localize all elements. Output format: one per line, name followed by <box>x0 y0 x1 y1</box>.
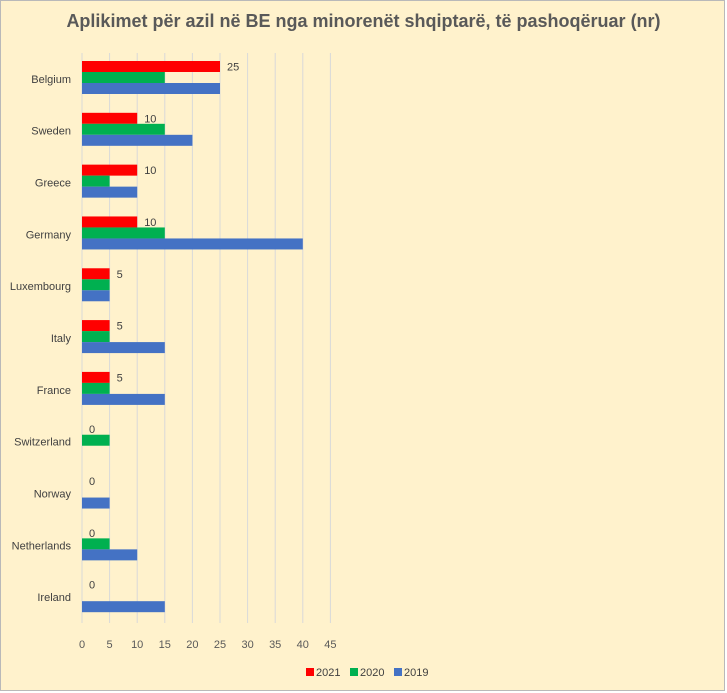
bar-2021 <box>82 371 110 383</box>
bar-2020 <box>82 72 165 83</box>
chart-title: Aplikimet për azil në BE nga minorenët s… <box>66 11 661 31</box>
bar-2019 <box>82 393 165 405</box>
data-label: 5 <box>117 372 123 384</box>
x-tick-label: 0 <box>79 639 85 651</box>
category-label: Greece <box>35 178 71 190</box>
x-tick-label: 15 <box>159 639 171 651</box>
bar-2021 <box>82 216 138 228</box>
data-label: 5 <box>117 269 123 281</box>
bar-2019 <box>82 497 110 509</box>
legend-swatch <box>394 668 402 676</box>
bar-2020 <box>82 227 165 239</box>
category-label: Switzerland <box>14 437 71 449</box>
category-label: Italy <box>51 333 72 345</box>
x-tick-label: 25 <box>214 639 226 651</box>
bar-2020 <box>82 382 110 394</box>
bar-2021 <box>82 164 138 176</box>
category-label: Ireland <box>37 592 71 604</box>
bar-2019 <box>82 549 138 561</box>
bar-2021 <box>82 112 138 124</box>
bar-2020 <box>82 123 165 135</box>
bar-2019 <box>82 342 165 354</box>
legend-label: 2019 <box>404 667 428 679</box>
legend-label: 2020 <box>360 667 384 679</box>
bar-2021 <box>82 320 110 332</box>
bar-2021 <box>82 268 110 280</box>
bar-2019 <box>82 134 193 146</box>
data-label: 0 <box>89 424 95 436</box>
bar-2020 <box>82 279 110 291</box>
bar-2021 <box>82 61 220 72</box>
legend-label: 2021 <box>316 667 340 679</box>
category-label: Belgium <box>31 74 71 86</box>
bar-2020 <box>82 434 110 446</box>
category-label: Netherlands <box>12 540 72 552</box>
data-label: 0 <box>89 528 95 540</box>
x-tick-label: 5 <box>107 639 113 651</box>
bar-2019 <box>82 83 220 94</box>
bar-2019 <box>82 238 303 250</box>
x-tick-label: 30 <box>241 639 253 651</box>
bar-2019 <box>82 186 138 198</box>
bar-2020 <box>82 538 110 550</box>
data-label: 0 <box>89 476 95 488</box>
bar-2019 <box>82 290 110 302</box>
x-tick-label: 20 <box>186 639 198 651</box>
bar-2020 <box>82 175 110 187</box>
data-label: 10 <box>144 217 156 229</box>
x-tick-label: 10 <box>131 639 143 651</box>
data-label: 10 <box>144 113 156 125</box>
data-label: 5 <box>117 321 123 333</box>
x-tick-label: 35 <box>269 639 281 651</box>
legend-swatch <box>350 668 358 676</box>
category-label: Germany <box>26 229 72 241</box>
category-label: Sweden <box>31 126 71 138</box>
x-tick-label: 40 <box>297 639 309 651</box>
category-label: Norway <box>34 488 72 500</box>
category-label: France <box>37 385 71 397</box>
legend-swatch <box>306 668 314 676</box>
bar-2020 <box>82 331 110 343</box>
data-label: 10 <box>144 165 156 177</box>
data-label: 25 <box>227 62 239 74</box>
x-tick-label: 45 <box>324 639 336 651</box>
category-label: Luxembourg <box>10 281 71 293</box>
data-label: 0 <box>89 580 95 592</box>
bar-2019 <box>82 601 165 613</box>
